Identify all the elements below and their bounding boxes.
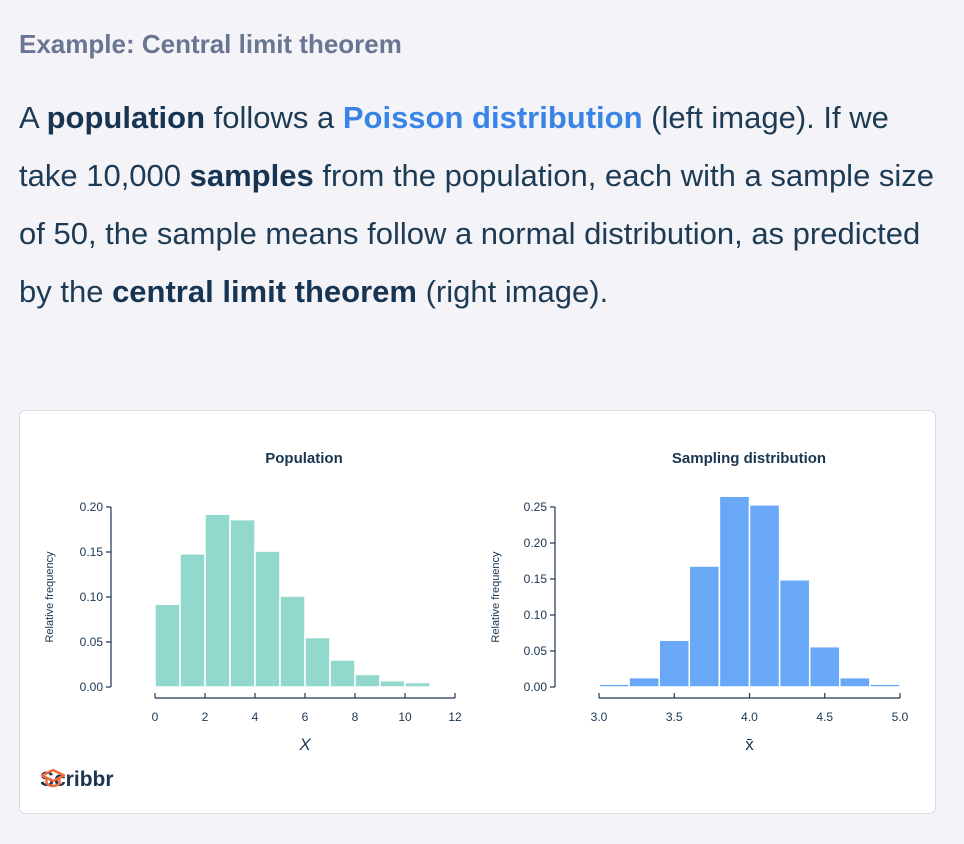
histogram-bar	[154, 603, 181, 688]
y-tick-label: 0.20	[80, 500, 104, 514]
histogram-bar	[658, 639, 691, 688]
term-samples: samples	[189, 158, 314, 193]
x-tick-label: 12	[448, 710, 462, 724]
histogram-bar	[688, 565, 721, 688]
histogram-bar	[329, 659, 356, 688]
x-tick-label: 8	[352, 710, 359, 724]
scribbr-logo: Scribbr	[40, 768, 114, 792]
histogram-bar	[179, 553, 206, 688]
histogram-bar	[839, 676, 871, 688]
charts-svg: 0.00 0.05 0.10 0.15 0.20 0 2 4 6 8 10 12 Population X…	[44, 450, 909, 754]
histogram-bar	[869, 683, 901, 688]
x-tick-label: 5.0	[892, 710, 909, 724]
chart-title: Population	[265, 450, 343, 467]
x-axis-label: x̄	[745, 735, 754, 754]
y-tick-label: 0.20	[524, 536, 548, 550]
x-tick-label: 4	[252, 710, 259, 724]
histogram-bar	[628, 676, 660, 688]
histogram-bar	[354, 673, 381, 688]
histogram-bar	[379, 679, 406, 688]
y-tick-label: 0.25	[524, 500, 548, 514]
histogram-bar	[229, 518, 256, 688]
para-text-4: from the population, each with a sample …	[19, 158, 935, 309]
histogram-bar	[279, 595, 306, 688]
poisson-distribution-link[interactable]: Poisson distribution	[342, 100, 643, 135]
page-heading: Example: Central limit theorem	[19, 29, 402, 59]
histogram-bar	[304, 636, 331, 688]
para-text-5: (right image).	[416, 274, 609, 309]
histogram-bar	[718, 495, 751, 688]
x-tick-label: 2	[202, 710, 209, 724]
y-tick-label: 0.10	[524, 608, 548, 622]
y-axis-label: Relative frequency	[44, 551, 56, 643]
x-tick-label: 4.0	[741, 710, 758, 724]
y-tick-label: 0.15	[524, 572, 548, 586]
description-paragraph: A population follows a Poisson distribut…	[19, 89, 944, 321]
para-text-2: follows a	[205, 100, 343, 135]
y-tick-label: 0.05	[524, 644, 548, 658]
y-tick-label: 0.05	[80, 635, 104, 649]
histogram-bar	[254, 550, 281, 688]
para-text-3: (left image). If we take 10,000	[19, 100, 889, 193]
y-axis-label: Relative frequency	[490, 551, 502, 643]
histogram-bar	[808, 645, 841, 688]
x-axis-label: X	[298, 735, 311, 754]
histogram-bar	[204, 513, 231, 688]
x-tick-label: 0	[152, 710, 159, 724]
figure-card: 0.00 0.05 0.10 0.15 0.20 0 2 4 6 8 10 12 Population X…	[19, 410, 936, 814]
histogram-bar	[778, 578, 811, 688]
y-tick-label: 0.15	[80, 545, 104, 559]
y-tick-label: 0.00	[80, 680, 104, 694]
chart-sampling-distribution: 0.00 0.05 0.10 0.15 0.20 0.25 3.0 3.5 4.0 4.5 5.0 S…	[490, 450, 909, 754]
x-tick-label: 10	[398, 710, 412, 724]
graduation-cap-icon	[40, 768, 66, 788]
term-population: population	[46, 100, 205, 135]
histogram-bar	[404, 681, 431, 688]
y-tick-label: 0.00	[524, 680, 548, 694]
y-tick-label: 0.10	[80, 590, 104, 604]
x-tick-label: 6	[302, 710, 309, 724]
histogram-bar	[748, 504, 781, 688]
x-tick-label: 3.0	[591, 710, 608, 724]
chart-population: 0.00 0.05 0.10 0.15 0.20 0 2 4 6 8 10 12 Population X…	[44, 450, 462, 754]
histogram-bar	[598, 683, 630, 688]
x-tick-label: 4.5	[816, 710, 833, 724]
x-tick-label: 3.5	[666, 710, 683, 724]
chart-title: Sampling distribution	[672, 450, 826, 467]
term-central-limit-theorem: central limit theorem	[112, 274, 417, 309]
para-text-1: A	[19, 100, 47, 135]
